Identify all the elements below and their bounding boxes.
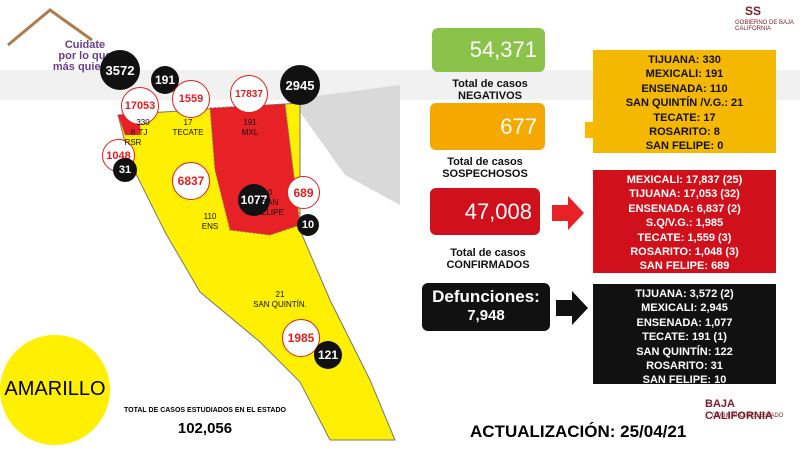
map-count: 10 bbox=[297, 214, 319, 236]
list-item: MEXICALI: 191 bbox=[645, 68, 724, 81]
suspected-list: TIJUANA: 330 MEXICALI: 191 ENSENADA: 110 SA… bbox=[593, 50, 776, 153]
list-item: SAN QUINTÍN: 122 bbox=[636, 345, 733, 358]
region-name: SAN QUINTÍN. bbox=[253, 300, 307, 309]
map-count: 1077 bbox=[238, 184, 270, 216]
list-item: MEXICALI: 2,945 bbox=[641, 302, 728, 315]
deaths-value: 7,948 bbox=[467, 307, 505, 324]
list-item: SAN QUINTÍN /V.G.: 21 bbox=[625, 97, 744, 110]
suspected-value: 677 bbox=[500, 113, 537, 139]
status: AMARILLO bbox=[4, 378, 106, 400]
list-item: TECATE: 1,559 (3) bbox=[637, 231, 732, 244]
region-name: SAN FELIPE bbox=[256, 198, 284, 217]
region-value: 21 bbox=[275, 290, 285, 299]
region-value: 17 bbox=[183, 118, 193, 127]
region-name: ENS bbox=[201, 222, 219, 231]
caption: Total de casos bbox=[450, 247, 526, 259]
map-count: 2945 bbox=[280, 65, 320, 105]
suspected-box: 677 bbox=[430, 103, 545, 150]
confirmed-list: MEXICALI: 17,837 (25) TIJUANA: 17,053 (32… bbox=[593, 170, 776, 273]
mainland bbox=[285, 85, 400, 205]
logo-roof bbox=[7, 8, 93, 47]
status-circle bbox=[0, 335, 110, 445]
agency: SS bbox=[745, 4, 762, 18]
list-item: S.Q/V.G.: 1,985 bbox=[645, 217, 724, 230]
region-value: 110 bbox=[203, 212, 217, 221]
list-item: ENSENADA: 110 bbox=[641, 82, 728, 95]
footer-state: BAJA CALIFORNIA bbox=[705, 398, 773, 422]
list-item: SAN FELIPE: 0 bbox=[645, 140, 724, 153]
negative-value: 54,371 bbox=[469, 37, 537, 62]
region-value: 191 bbox=[243, 118, 257, 127]
map-count: 6837 bbox=[172, 162, 210, 200]
deaths-label: Defunciones: bbox=[432, 287, 540, 306]
list-item: ENSENADA: 1,077 bbox=[636, 316, 733, 329]
region-name: RSR bbox=[124, 138, 142, 147]
studied-value: 102,056 bbox=[177, 420, 233, 437]
negative-box: 54,371 bbox=[432, 28, 545, 72]
list-item: ROSARITO: 31 bbox=[646, 360, 723, 373]
map-count: 17837 bbox=[230, 75, 268, 113]
list-item: MEXICALI: 17,837 (25) bbox=[626, 174, 743, 186]
studied-label: TOTAL DE CASOS ESTUDIADOS EN EL ESTADO bbox=[124, 407, 286, 414]
region-name: TECATE bbox=[172, 128, 204, 137]
region-name: MXL bbox=[241, 128, 259, 137]
map-count: 17053 bbox=[121, 87, 159, 125]
list-item: ROSARITO: 8 bbox=[649, 126, 720, 139]
list-item: TIJUANA: 17,053 (32) bbox=[629, 188, 740, 201]
agency-sub: GOBIERNO DE BAJA CALIFORNIA bbox=[735, 20, 794, 32]
logo-text: Cuidate bbox=[64, 39, 106, 51]
list-item: TECATE: 17 bbox=[653, 111, 716, 124]
update: ACTUALIZACIÓN: 25/04/21 bbox=[470, 422, 687, 441]
map-count: 3572 bbox=[100, 50, 140, 90]
caption: Total de casos bbox=[452, 78, 528, 90]
region-name: TJ bbox=[138, 128, 148, 137]
region-value: 8 bbox=[130, 128, 136, 137]
logo-text: por lo que bbox=[58, 50, 112, 62]
list-item: TIJUANA: 3,572 (2) bbox=[635, 288, 734, 300]
caption: NEGATIVOS bbox=[458, 90, 522, 102]
list-item: SAN FELIPE: 689 bbox=[639, 260, 730, 273]
region-value: 0 bbox=[267, 188, 273, 197]
confirmed-box: 47,008 bbox=[430, 188, 540, 235]
caption: CONFIRMADOS bbox=[446, 259, 530, 271]
caption: Total de casos bbox=[447, 156, 523, 168]
list-item: ENSENADA: 6,837 (2) bbox=[628, 202, 741, 215]
map-count: 31 bbox=[113, 158, 137, 182]
map-count: 689 bbox=[287, 176, 320, 209]
list-item: TECATE: 191 (1) bbox=[642, 331, 727, 344]
map-count: 121 bbox=[314, 341, 342, 369]
caption: SOSPECHOSOS bbox=[442, 168, 528, 180]
deaths-list: TIJUANA: 3,572 (2) MEXICALI: 2,945 ENSENAD… bbox=[593, 284, 776, 387]
footer-sub: GOBIERNO DEL ESTADO bbox=[712, 413, 784, 419]
logo-text: más quieres bbox=[52, 61, 118, 73]
confirmed-value: 47,008 bbox=[464, 198, 532, 224]
arrow bbox=[556, 291, 588, 325]
mexicali-region bbox=[209, 103, 301, 236]
list-item: TIJUANA: 330 bbox=[648, 54, 721, 66]
map-count: 1559 bbox=[172, 80, 210, 118]
deaths-box: Defunciones: 7,948 bbox=[422, 283, 550, 331]
map-count: 1985 bbox=[282, 319, 320, 357]
region-value: 330 bbox=[136, 118, 150, 127]
list-item: SAN FELIPE: 10 bbox=[642, 374, 727, 387]
list-item: ROSARITO: 1,048 (3) bbox=[630, 246, 739, 259]
arrow bbox=[552, 196, 584, 230]
